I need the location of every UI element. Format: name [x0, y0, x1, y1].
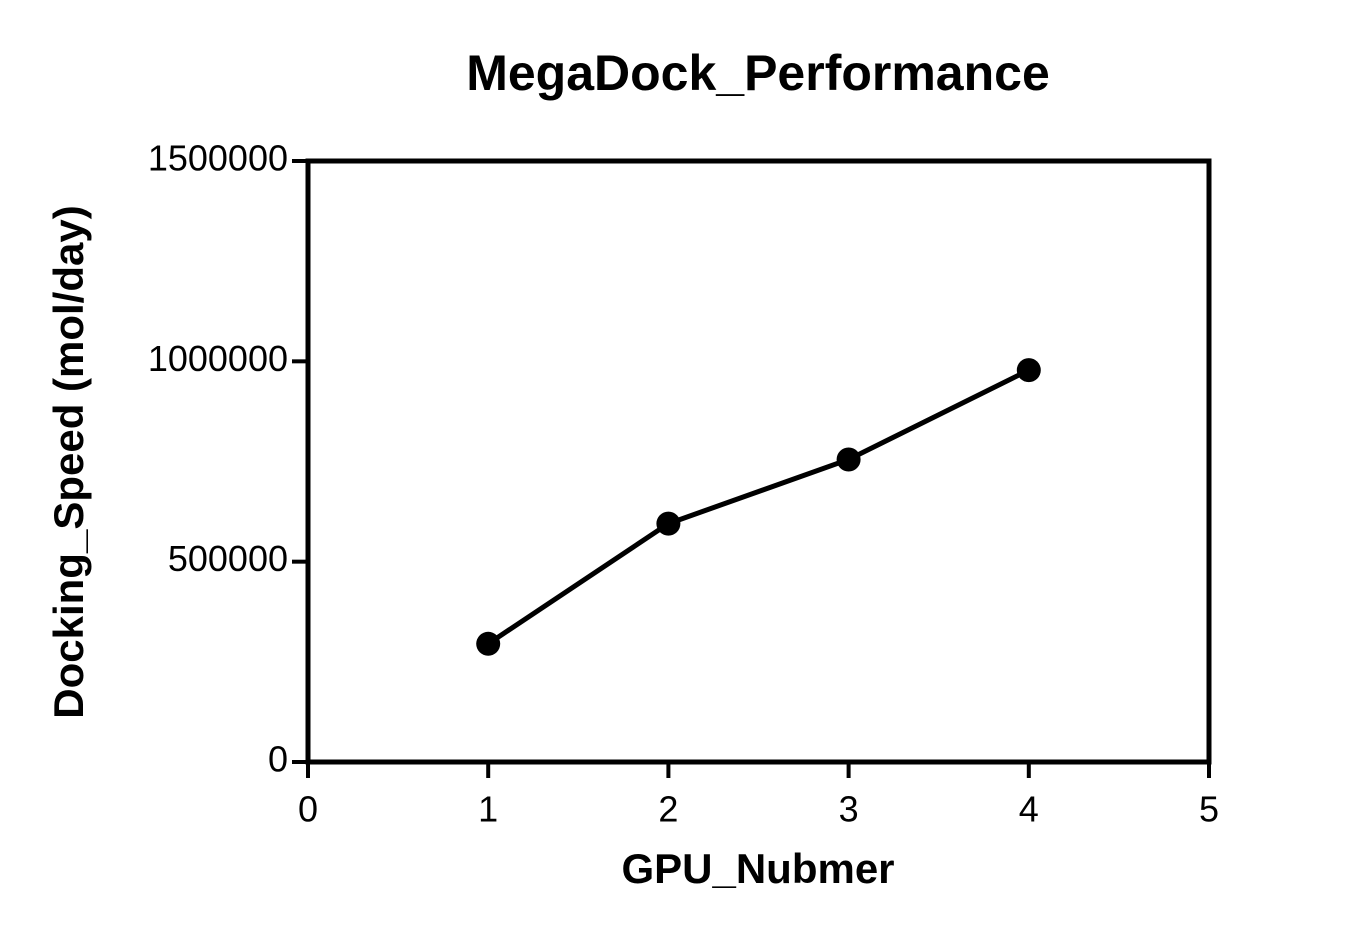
- y-axis-label: Docking_Speed (mol/day): [45, 205, 92, 718]
- y-tick-label: 1000000: [148, 338, 288, 379]
- data-point: [476, 631, 501, 656]
- x-tick-label: 4: [1019, 789, 1039, 830]
- y-tick-label: 1500000: [148, 138, 288, 179]
- y-tick-label: 0: [268, 739, 288, 780]
- y-tick-label: 500000: [168, 538, 288, 579]
- x-tick-label: 2: [658, 789, 678, 830]
- x-tick-label: 1: [478, 789, 498, 830]
- plot-frame: [305, 158, 1212, 765]
- chart-title: MegaDock_Performance: [466, 45, 1050, 101]
- data-point: [836, 447, 861, 472]
- x-axis-label: GPU_Nubmer: [621, 845, 894, 892]
- data-point: [1016, 358, 1041, 383]
- x-tick-label: 3: [839, 789, 859, 830]
- x-tick-label: 5: [1199, 789, 1219, 830]
- x-tick-label: 0: [298, 789, 318, 830]
- data-point: [656, 511, 681, 536]
- data-line: [486, 367, 1030, 646]
